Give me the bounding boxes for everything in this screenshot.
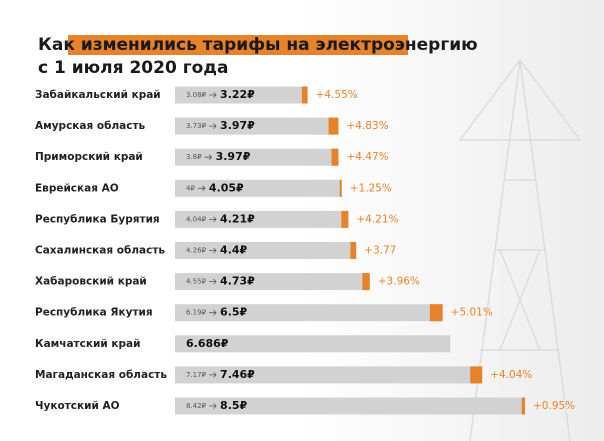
arrow xyxy=(209,216,217,223)
category-label: Хабаровский край xyxy=(35,276,147,288)
arrow xyxy=(209,123,217,129)
change-label: +1.25% xyxy=(350,182,392,194)
old-value-label: 4.26₽ xyxy=(186,247,207,255)
arrow xyxy=(209,92,217,98)
change-label: +4.83% xyxy=(346,120,388,132)
old-value-label: 4.04₽ xyxy=(186,215,207,223)
arrow xyxy=(209,278,217,285)
bar xyxy=(175,335,451,353)
change-label: +5.01% xyxy=(451,307,493,319)
change-label: +0.95% xyxy=(533,400,575,412)
change-label: +4.55% xyxy=(316,89,358,101)
bar xyxy=(175,397,525,415)
new-value-label: 3.97₽ xyxy=(220,119,255,132)
category-label: Сахалинская область xyxy=(35,245,165,257)
category-label: Республика Якутия xyxy=(35,307,153,319)
bar-increase xyxy=(328,117,339,135)
bar xyxy=(175,148,339,166)
change-label: +3.96% xyxy=(378,276,420,288)
old-value-label: 4.55₽ xyxy=(186,278,207,286)
bar xyxy=(175,117,339,135)
arrow xyxy=(209,247,217,254)
chart-title: Как изменились тарифы на электроэнергию xyxy=(38,35,478,55)
new-value-label: 4.73₽ xyxy=(220,275,255,288)
chart-title: с 1 июля 2020 года xyxy=(38,58,228,78)
category-label: Приморский край xyxy=(35,151,143,163)
new-value-label: 3.22₽ xyxy=(220,88,255,101)
old-value-label: 3.8₽ xyxy=(186,153,202,161)
change-label: +4.47% xyxy=(346,151,388,163)
bar xyxy=(175,86,308,104)
arrow xyxy=(197,185,206,192)
bar-increase xyxy=(331,148,339,166)
bar xyxy=(175,210,349,228)
arrow xyxy=(209,309,217,316)
bar-increase xyxy=(350,242,357,259)
arrow xyxy=(209,403,217,409)
arrow xyxy=(209,372,217,378)
new-value-label: 6.686₽ xyxy=(186,337,229,350)
pylon-decor xyxy=(458,58,582,441)
change-label: +3.77 xyxy=(364,245,396,257)
bar xyxy=(175,366,483,384)
old-value-label: 6.19₽ xyxy=(186,309,207,317)
bar xyxy=(175,304,443,322)
new-value-label: 3.97₽ xyxy=(216,150,251,163)
new-value-label: 4.05₽ xyxy=(209,181,244,194)
new-value-label: 7.46₽ xyxy=(220,368,255,381)
old-value-label: 4₽ xyxy=(186,184,195,192)
bar-increase xyxy=(470,366,483,384)
category-label: Амурская область xyxy=(35,120,146,132)
new-value-label: 6.5₽ xyxy=(220,306,247,319)
arrow xyxy=(204,154,213,160)
change-label: +4.04% xyxy=(490,369,532,381)
old-value-label: 3.08₽ xyxy=(186,91,207,99)
category-label: Забайкальский край xyxy=(35,89,161,101)
bar xyxy=(175,179,342,197)
bar-increase xyxy=(339,179,342,197)
new-value-label: 4.4₽ xyxy=(220,244,247,257)
bar-increase xyxy=(341,210,349,228)
old-value-label: 3.73₽ xyxy=(186,122,207,130)
category-label: Магаданская область xyxy=(35,369,167,381)
change-label: +4.21% xyxy=(356,213,398,225)
bar xyxy=(175,242,357,259)
category-label: Чукотский АО xyxy=(35,400,120,412)
category-label: Камчатский край xyxy=(35,338,140,350)
old-value-label: 8.42₽ xyxy=(186,402,207,410)
bar-increase xyxy=(362,273,370,291)
new-value-label: 4.21₽ xyxy=(220,212,255,225)
old-value-label: 7.17₽ xyxy=(186,371,207,379)
bar-increase xyxy=(301,86,308,104)
bar-increase xyxy=(429,304,443,322)
new-value-label: 8.5₽ xyxy=(220,399,247,412)
category-label: Еврейская АО xyxy=(35,182,119,194)
title-highlight xyxy=(68,35,408,55)
bar xyxy=(175,273,370,291)
bar-increase xyxy=(521,397,525,415)
category-label: Республика Бурятия xyxy=(35,213,160,225)
